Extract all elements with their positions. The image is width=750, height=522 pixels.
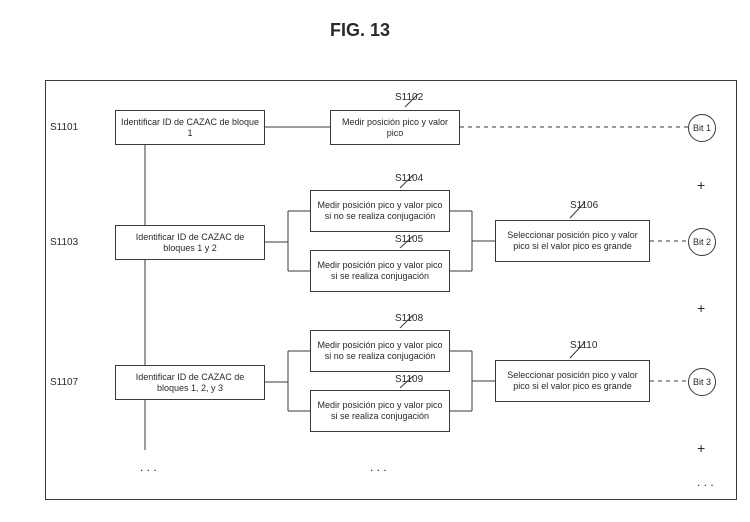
step-label-n2: S1102 [395,92,423,103]
flowchart-node-n4: Medir posición pico y valor pico si no s… [310,190,450,232]
figure-title: FIG. 13 [330,20,390,41]
step-label-n5: S1105 [395,234,423,245]
flowchart-node-n9: Medir posición pico y valor pico si se r… [310,390,450,432]
step-label-n1: S1101 [50,122,78,133]
flowchart-node-n7: Identificar ID de CAZAC de bloques 1, 2,… [115,365,265,400]
flowchart-node-n1: Identificar ID de CAZAC de bloque 1 [115,110,265,145]
flowchart-node-n10: Seleccionar posición pico y valor pico s… [495,360,650,402]
step-label-n7: S1107 [50,377,78,388]
bit-terminal-b3: Bit 3 [688,368,716,396]
step-label-n8: S1108 [395,313,423,324]
ellipsis-0: . . . [140,460,157,474]
flowchart-node-n5: Medir posición pico y valor pico si se r… [310,250,450,292]
bit-terminal-b1: Bit 1 [688,114,716,142]
flowchart-node-n8: Medir posición pico y valor pico si no s… [310,330,450,372]
plus-symbol-1: + [697,300,705,316]
step-label-n6: S1106 [570,200,598,211]
step-label-n9: S1109 [395,374,423,385]
step-label-n3: S1103 [50,237,78,248]
plus-symbol-0: + [697,177,705,193]
step-label-n4: S1104 [395,173,423,184]
flowchart-node-n3: Identificar ID de CAZAC de bloques 1 y 2 [115,225,265,260]
ellipsis-1: . . . [370,460,387,474]
flowchart-node-n6: Seleccionar posición pico y valor pico s… [495,220,650,262]
plus-symbol-2: + [697,440,705,456]
ellipsis-2: . . . [697,475,714,489]
bit-terminal-b2: Bit 2 [688,228,716,256]
flowchart-node-n2: Medir posición pico y valor pico [330,110,460,145]
step-label-n10: S1110 [570,340,597,351]
